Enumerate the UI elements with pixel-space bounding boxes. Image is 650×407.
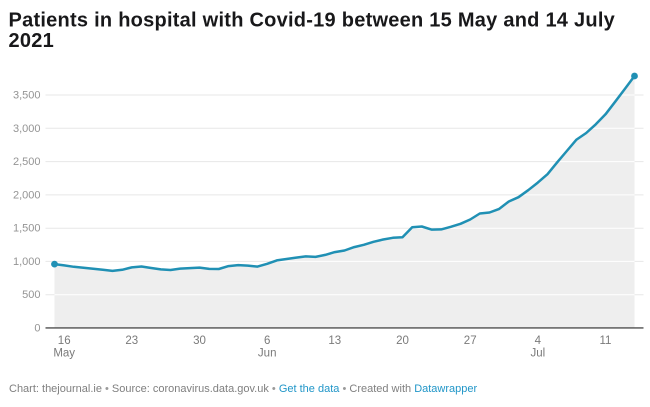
- svg-text:16: 16: [58, 335, 71, 347]
- svg-text:23: 23: [125, 335, 138, 347]
- svg-text:13: 13: [328, 335, 341, 347]
- svg-text:Patients in hospital with Covi: Patients in hospital with Covid-19 betwe…: [9, 9, 616, 31]
- svg-text:0: 0: [34, 323, 40, 335]
- svg-text:Chart: thejournal.ie • Source:: Chart: thejournal.ie • Source: coronavir…: [9, 383, 478, 395]
- svg-text:6: 6: [264, 335, 270, 347]
- svg-text:2,000: 2,000: [13, 189, 41, 201]
- svg-text:1,500: 1,500: [13, 223, 41, 235]
- svg-text:Jul: Jul: [530, 348, 545, 360]
- svg-text:2,500: 2,500: [13, 156, 41, 168]
- svg-text:1,000: 1,000: [13, 256, 41, 268]
- svg-text:3,000: 3,000: [13, 123, 41, 135]
- svg-text:30: 30: [193, 335, 206, 347]
- svg-text:500: 500: [22, 289, 40, 301]
- svg-text:May: May: [53, 348, 75, 360]
- svg-text:3,500: 3,500: [13, 90, 41, 102]
- svg-text:4: 4: [535, 335, 542, 347]
- svg-text:11: 11: [600, 335, 612, 347]
- svg-text:Jun: Jun: [258, 348, 277, 360]
- svg-text:27: 27: [464, 335, 477, 347]
- svg-text:20: 20: [396, 335, 409, 347]
- svg-text:2021: 2021: [9, 30, 55, 52]
